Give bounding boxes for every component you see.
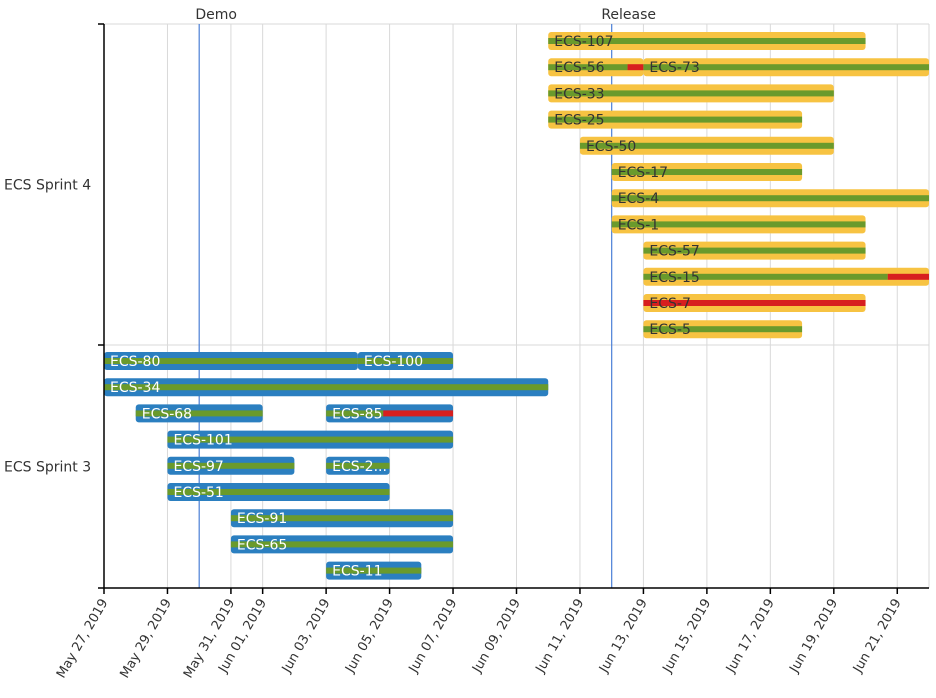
task-bar-ecs-34[interactable]: ECS-34 <box>104 378 549 397</box>
task-label: ECS-107 <box>554 34 613 50</box>
task-progress-ok <box>104 358 358 364</box>
task-bar-ecs-1[interactable]: ECS-1 <box>611 215 866 234</box>
task-progress-late <box>887 273 929 280</box>
task-progress-late <box>627 64 644 71</box>
task-bar-ecs-2-[interactable]: ECS-2... <box>326 456 390 475</box>
task-progress-ok <box>326 567 422 574</box>
task-bar-ecs-80[interactable]: ECS-80 <box>104 352 358 370</box>
task-progress-ok <box>643 273 888 280</box>
x-tick-label-4: Jun 03, 2019 <box>279 597 334 677</box>
task-label: ECS-91 <box>237 511 287 527</box>
task-bar-ecs-97[interactable]: ECS-97 <box>167 456 295 475</box>
task-bar-ecs-17[interactable]: ECS-17 <box>611 163 803 181</box>
x-tick-label-11: Jun 17, 2019 <box>723 597 778 677</box>
task-bar-ecs-51[interactable]: ECS-51 <box>167 483 390 501</box>
task-progress-ok <box>611 195 929 202</box>
task-progress-ok <box>611 169 803 175</box>
task-label: ECS-97 <box>173 459 223 475</box>
task-progress-ok <box>104 384 549 391</box>
marker-label-release: Release <box>601 7 656 23</box>
x-tick-label-10: Jun 15, 2019 <box>660 597 715 677</box>
task-label: ECS-17 <box>618 165 668 181</box>
lane-label-1: ECS Sprint 3 <box>4 460 91 476</box>
task-label: ECS-73 <box>649 60 699 76</box>
task-label: ECS-25 <box>554 113 604 129</box>
task-label: ECS-51 <box>173 485 223 501</box>
task-label: ECS-7 <box>649 296 690 312</box>
task-bar-ecs-101[interactable]: ECS-101 <box>167 430 454 449</box>
task-bar-ecs-85[interactable]: ECS-85 <box>326 404 454 423</box>
task-progress-ok <box>167 462 295 469</box>
lane-layer: ECS Sprint 4 ECS Sprint 3 <box>4 178 91 476</box>
task-label: ECS-65 <box>237 537 287 553</box>
task-bar-ecs-25[interactable]: ECS-25 <box>548 110 803 129</box>
task-label: ECS-85 <box>332 406 382 422</box>
task-progress-ok <box>579 142 834 149</box>
task-bar-ecs-57[interactable]: ECS-57 <box>643 241 866 260</box>
task-bar-ecs-107[interactable]: ECS-107 <box>548 32 866 50</box>
marker-label-demo: Demo <box>195 7 237 23</box>
x-tick-label-1: May 29, 2019 <box>117 597 174 681</box>
task-bar-ecs-4[interactable]: ECS-4 <box>611 189 929 208</box>
task-label: ECS-80 <box>110 354 160 370</box>
task-progress-ok <box>326 462 390 469</box>
task-label: ECS-11 <box>332 564 382 580</box>
task-progress-ok <box>548 38 866 44</box>
task-progress-ok <box>167 489 390 495</box>
task-progress-late <box>383 410 454 417</box>
x-tick-label-7: Jun 09, 2019 <box>469 597 524 677</box>
x-tick-label-6: Jun 07, 2019 <box>406 597 461 677</box>
task-label: ECS-4 <box>618 191 660 207</box>
task-bar-ecs-100[interactable]: ECS-100 <box>357 352 454 370</box>
task-bar-ecs-11[interactable]: ECS-11 <box>326 561 422 580</box>
task-label: ECS-2... <box>332 459 387 475</box>
task-progress-ok <box>167 436 454 443</box>
task-label: ECS-50 <box>586 139 636 155</box>
task-bar-ecs-5[interactable]: ECS-5 <box>643 320 803 339</box>
task-label: ECS-68 <box>142 406 192 422</box>
task-progress-late <box>643 300 866 306</box>
task-progress-ok <box>611 221 866 228</box>
task-progress-ok <box>643 326 803 333</box>
task-progress-ok <box>548 116 803 123</box>
task-bar-ecs-73[interactable]: ECS-73 <box>643 58 929 77</box>
task-progress-ok <box>548 90 834 97</box>
task-progress-ok <box>357 358 454 364</box>
task-label: ECS-56 <box>554 60 604 76</box>
task-bar-ecs-7[interactable]: ECS-7 <box>643 294 866 312</box>
task-bar-ecs-56[interactable]: ECS-56 <box>548 58 644 77</box>
task-label: ECS-34 <box>110 380 160 396</box>
x-tick-label-12: Jun 19, 2019 <box>787 597 842 677</box>
task-bar-ecs-50[interactable]: ECS-50 <box>579 136 834 155</box>
task-label: ECS-57 <box>649 244 699 260</box>
task-bar-ecs-91[interactable]: ECS-91 <box>230 509 454 528</box>
task-label: ECS-100 <box>364 354 423 370</box>
task-progress-ok <box>230 541 454 548</box>
task-progress-ok <box>135 410 263 417</box>
task-progress-ok <box>326 410 384 417</box>
task-progress-ok <box>643 247 866 254</box>
task-bar-ecs-15[interactable]: ECS-15 <box>643 267 929 286</box>
task-bar-ecs-68[interactable]: ECS-68 <box>135 404 263 423</box>
task-bar-ecs-65[interactable]: ECS-65 <box>230 535 454 554</box>
task-label: ECS-101 <box>173 433 232 449</box>
task-label: ECS-5 <box>649 322 690 338</box>
task-progress-ok <box>548 64 628 71</box>
x-tick-label-8: Jun 11, 2019 <box>533 597 588 677</box>
task-label: ECS-1 <box>618 217 659 233</box>
x-tick-label-0: May 27, 2019 <box>54 597 111 681</box>
task-label: ECS-15 <box>649 270 699 286</box>
x-tick-label-9: Jun 13, 2019 <box>596 597 651 677</box>
task-progress-ok <box>230 515 454 522</box>
bar-layer: ECS-107 ECS-56 ECS-73 ECS-33 ECS-25 ECS-50 ECS… <box>104 32 929 580</box>
task-label: ECS-33 <box>554 86 604 102</box>
task-progress-ok <box>643 64 929 71</box>
task-bar-ecs-33[interactable]: ECS-33 <box>548 84 834 103</box>
x-tick-label-13: Jun 21, 2019 <box>850 597 905 677</box>
x-tick-label-5: Jun 05, 2019 <box>342 597 397 677</box>
lane-label-0: ECS Sprint 4 <box>4 178 91 194</box>
